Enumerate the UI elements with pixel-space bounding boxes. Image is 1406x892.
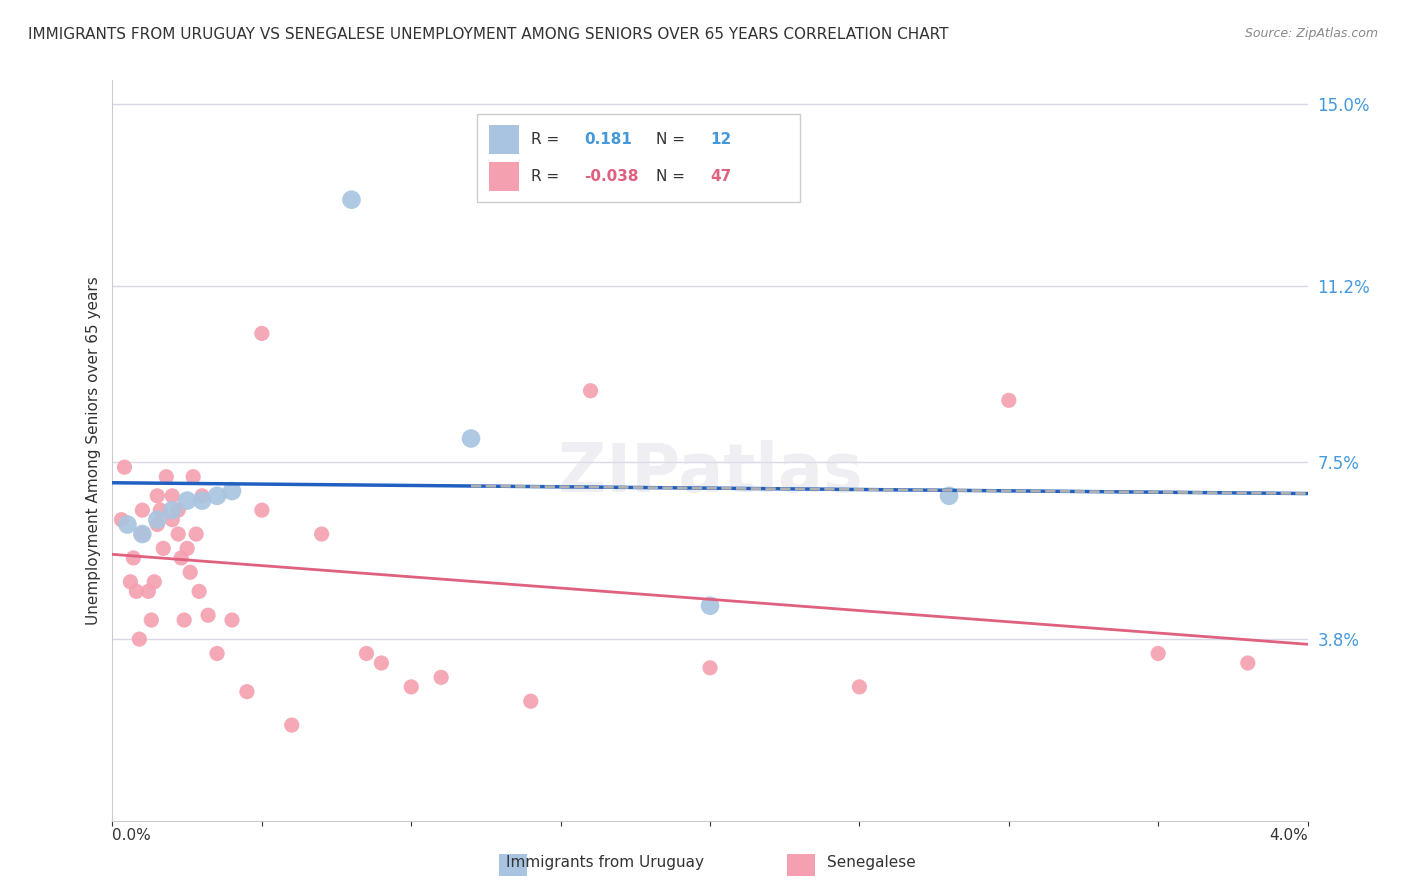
Point bbox=[146, 517, 169, 532]
Point bbox=[520, 694, 543, 708]
Point bbox=[152, 541, 174, 556]
Point bbox=[173, 613, 195, 627]
Point bbox=[370, 656, 392, 670]
Point bbox=[188, 584, 211, 599]
Point bbox=[167, 527, 190, 541]
Point bbox=[117, 517, 139, 532]
Point bbox=[250, 503, 273, 517]
Point bbox=[460, 432, 482, 446]
Point bbox=[998, 393, 1021, 408]
Point bbox=[281, 718, 304, 732]
Point bbox=[176, 541, 198, 556]
Point bbox=[1147, 647, 1170, 661]
Point bbox=[699, 661, 721, 675]
Text: N =: N = bbox=[657, 169, 685, 184]
Point bbox=[162, 503, 183, 517]
Point bbox=[197, 608, 219, 623]
Point bbox=[205, 489, 228, 503]
Point bbox=[146, 513, 169, 527]
Point bbox=[155, 469, 177, 483]
Point bbox=[128, 632, 150, 647]
Point bbox=[311, 527, 333, 541]
Text: 4.0%: 4.0% bbox=[1268, 828, 1308, 843]
Point bbox=[131, 527, 153, 541]
Point bbox=[699, 599, 721, 613]
Point bbox=[120, 574, 142, 589]
FancyBboxPatch shape bbox=[477, 113, 800, 202]
Text: 12: 12 bbox=[710, 132, 731, 147]
Point bbox=[191, 493, 214, 508]
Point bbox=[114, 460, 135, 475]
Point bbox=[146, 489, 169, 503]
Point bbox=[205, 647, 228, 661]
Point bbox=[221, 484, 243, 499]
Point bbox=[131, 527, 153, 541]
Point bbox=[162, 489, 183, 503]
Text: 0.0%: 0.0% bbox=[112, 828, 152, 843]
Point bbox=[186, 527, 208, 541]
Point bbox=[131, 503, 153, 517]
Text: Immigrants from Uruguay: Immigrants from Uruguay bbox=[506, 855, 703, 870]
Text: IMMIGRANTS FROM URUGUAY VS SENEGALESE UNEMPLOYMENT AMONG SENIORS OVER 65 YEARS C: IMMIGRANTS FROM URUGUAY VS SENEGALESE UN… bbox=[28, 27, 949, 42]
FancyBboxPatch shape bbox=[489, 125, 519, 154]
Point bbox=[181, 469, 204, 483]
Point bbox=[176, 493, 198, 508]
Point bbox=[170, 550, 193, 565]
Point bbox=[340, 193, 363, 207]
Text: ZIPatlas: ZIPatlas bbox=[558, 440, 862, 506]
Text: Source: ZipAtlas.com: Source: ZipAtlas.com bbox=[1244, 27, 1378, 40]
Point bbox=[110, 513, 132, 527]
Text: -0.038: -0.038 bbox=[585, 169, 640, 184]
Point bbox=[191, 489, 214, 503]
Text: R =: R = bbox=[531, 169, 560, 184]
Point bbox=[143, 574, 166, 589]
Point bbox=[221, 613, 243, 627]
Text: N =: N = bbox=[657, 132, 685, 147]
Point bbox=[149, 503, 172, 517]
Point bbox=[1237, 656, 1260, 670]
FancyBboxPatch shape bbox=[489, 161, 519, 191]
Point bbox=[401, 680, 423, 694]
Point bbox=[938, 489, 960, 503]
Point bbox=[579, 384, 602, 398]
Point bbox=[356, 647, 378, 661]
Point bbox=[138, 584, 160, 599]
Text: 47: 47 bbox=[710, 169, 731, 184]
Point bbox=[162, 513, 183, 527]
Point bbox=[122, 550, 145, 565]
Point bbox=[430, 670, 453, 684]
Text: 0.181: 0.181 bbox=[585, 132, 633, 147]
Point bbox=[125, 584, 148, 599]
Y-axis label: Unemployment Among Seniors over 65 years: Unemployment Among Seniors over 65 years bbox=[86, 277, 101, 624]
Point bbox=[848, 680, 870, 694]
Text: R =: R = bbox=[531, 132, 560, 147]
Point bbox=[179, 566, 201, 580]
Text: Senegalese: Senegalese bbox=[827, 855, 917, 870]
Point bbox=[141, 613, 163, 627]
Point bbox=[236, 684, 259, 698]
Point bbox=[250, 326, 273, 341]
Point bbox=[167, 503, 190, 517]
